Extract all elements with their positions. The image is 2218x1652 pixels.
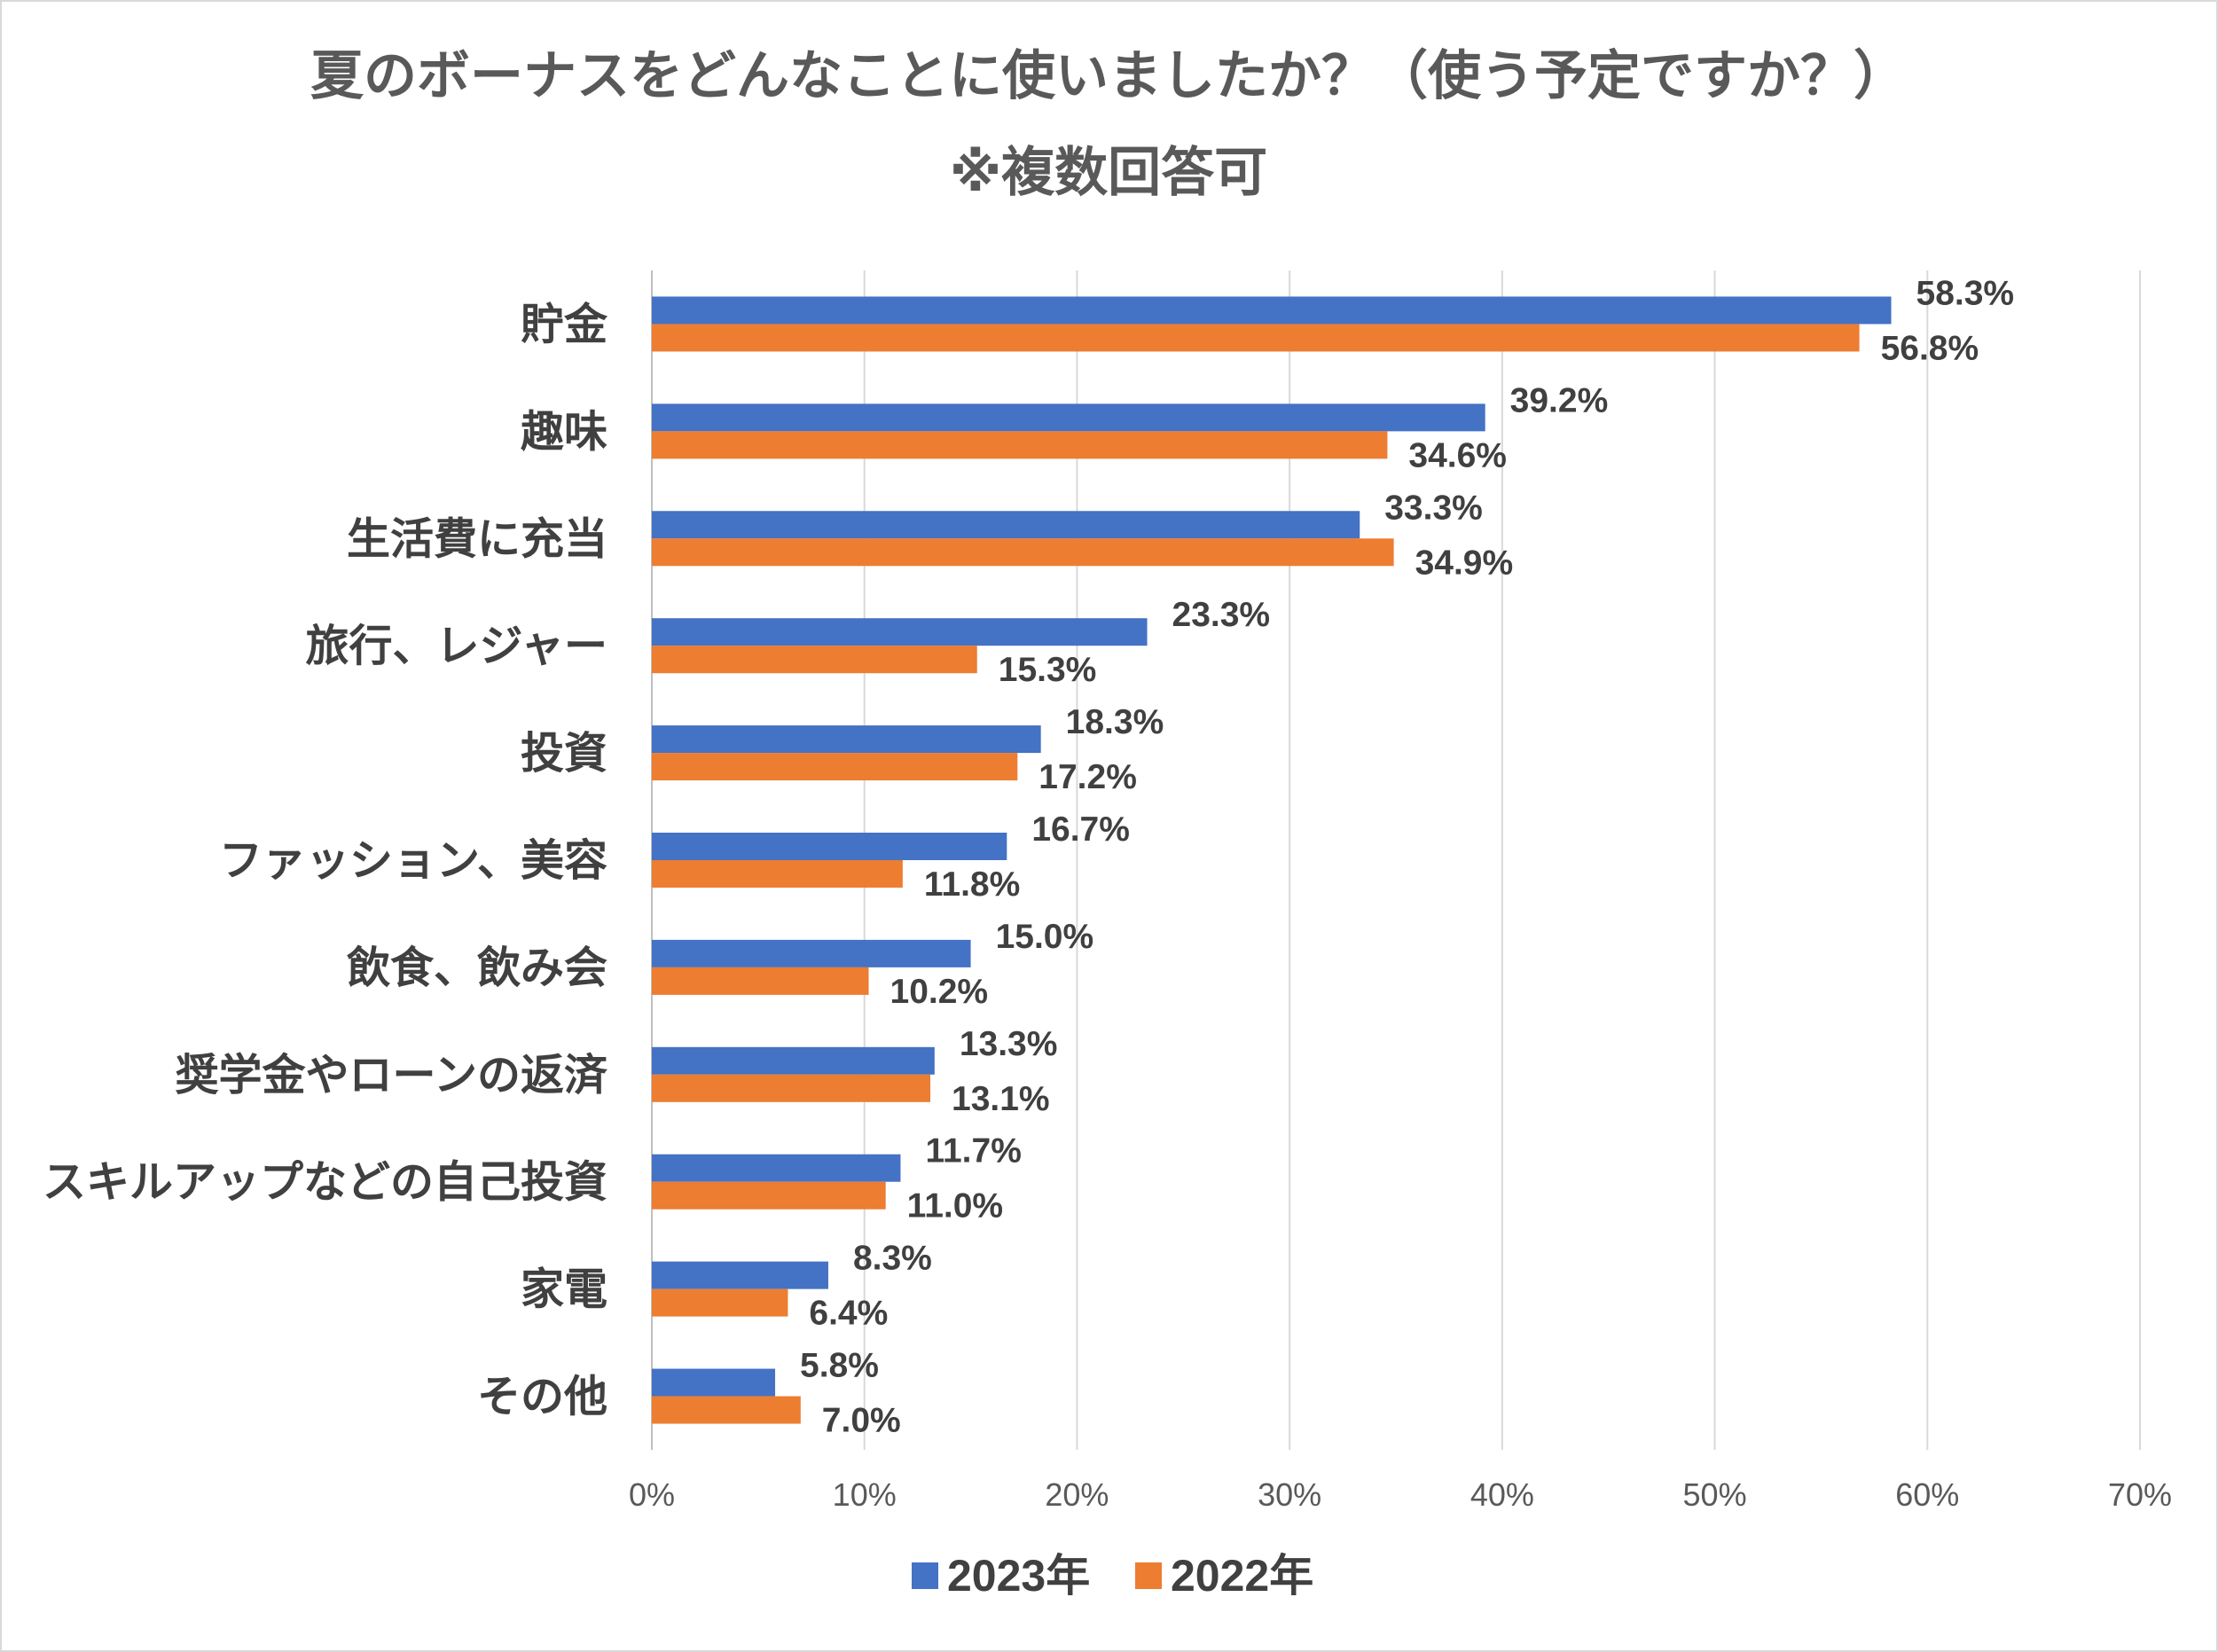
category-label: 趣味	[521, 408, 607, 456]
data-label-2022: 15.3%	[999, 651, 1097, 689]
data-label-2022: 10.2%	[890, 973, 989, 1011]
data-labels: 58.3% 56.8% 39.2%34.6% 33.3% 34.9% 23.3% 15.3%…	[800, 274, 2014, 1439]
data-label-2022: 11.0%	[907, 1187, 1003, 1225]
data-label-2022: 13.1%	[952, 1080, 1050, 1118]
x-tick-label-40: 40%	[1470, 1476, 1534, 1513]
bar-2023	[652, 725, 1041, 754]
bar-2023	[652, 1046, 935, 1075]
data-label-2022: 6.4%	[809, 1295, 888, 1333]
bar-2023	[652, 1154, 901, 1182]
legend-swatch-2023	[912, 1562, 938, 1589]
bar-2023	[652, 618, 1148, 646]
bar-2023	[652, 511, 1360, 539]
bar-2022	[652, 1288, 788, 1317]
category-label: 旅行、レジャー	[305, 622, 607, 670]
legend-label-2022: 2022年	[1171, 1551, 1313, 1601]
bar-2023	[652, 1261, 828, 1289]
x-tick-label-20: 20%	[1045, 1476, 1109, 1513]
x-tick-label-30: 30%	[1258, 1476, 1321, 1513]
data-label-2023: 33.3%	[1384, 489, 1483, 527]
bar-2022	[652, 1181, 886, 1210]
bar-2023	[652, 1368, 776, 1397]
data-label-2023: 5.8%	[800, 1347, 879, 1385]
data-label-2023: 58.3%	[1916, 274, 2015, 312]
bar-2023	[652, 833, 1007, 860]
x-tick-label-60: 60%	[1895, 1476, 1959, 1513]
data-label-2022: 11.8%	[924, 865, 1020, 904]
x-tick-label-10: 10%	[833, 1476, 897, 1513]
data-label-2023: 11.7%	[925, 1132, 1021, 1170]
data-label-2023: 8.3%	[853, 1240, 932, 1278]
bar-2022	[652, 967, 869, 995]
bar-2023	[652, 403, 1485, 432]
x-axis-tick-labels: 0% 10% 20% 30% 40% 50% 60% 70%	[629, 1476, 2172, 1513]
data-label-2023: 13.3%	[960, 1025, 1058, 1063]
data-label-2023: 39.2%	[1510, 381, 1609, 419]
data-label-2022: 34.9%	[1415, 544, 1514, 582]
x-tick-label-0: 0%	[629, 1476, 675, 1513]
data-label-2023: 15.0%	[996, 918, 1094, 956]
data-label-2022: 17.2%	[1038, 758, 1137, 796]
x-tick-label-70: 70%	[2108, 1476, 2172, 1513]
bar-2023	[652, 296, 1892, 325]
chart-subtitle: ※複数回答可	[950, 143, 1267, 202]
category-label: その他	[477, 1374, 607, 1421]
bar-2023	[652, 939, 971, 967]
legend: 2023年 2022年	[912, 1551, 1313, 1601]
gridlines	[651, 270, 2141, 1450]
bar-2022	[652, 431, 1388, 459]
bar-2022	[652, 753, 1018, 781]
category-label: ファッション、美容	[219, 837, 607, 885]
data-label-2023: 23.3%	[1172, 596, 1271, 634]
category-label: スキルアップなどの自己投資	[43, 1159, 607, 1207]
x-tick-label-50: 50%	[1683, 1476, 1747, 1513]
bar-2022	[652, 646, 977, 674]
bar-2022	[652, 324, 1860, 352]
data-label-2022: 7.0%	[822, 1402, 901, 1440]
category-label: 家電	[521, 1266, 607, 1314]
data-label-2022: 34.6%	[1408, 436, 1507, 474]
chart-title: 夏のボーナスをどんなことに使いましたか？（使う予定ですか？）	[310, 46, 1907, 106]
category-label: 奨学金やローンの返済	[175, 1052, 608, 1100]
data-label-2023: 16.7%	[1031, 810, 1130, 849]
category-labels: 貯金趣味生活費に充当旅行、レジャー投資ファッション、美容飲食、飲み会奨学金やロー…	[43, 301, 608, 1421]
bar-2022	[652, 1396, 801, 1424]
legend-swatch-2022	[1135, 1562, 1162, 1589]
bar-2022	[652, 1074, 931, 1102]
bar-2022	[652, 538, 1394, 567]
category-label: 生活費に充当	[347, 515, 607, 563]
bar-2022	[652, 860, 903, 888]
legend-label-2023: 2023年	[947, 1551, 1090, 1601]
data-label-2023: 18.3%	[1066, 703, 1164, 741]
data-label-2022: 56.8%	[1881, 329, 1979, 367]
category-label: 貯金	[521, 301, 608, 348]
bars	[652, 296, 1892, 1424]
category-label: 投資	[521, 730, 607, 778]
category-label: 飲食、飲み会	[347, 944, 607, 992]
